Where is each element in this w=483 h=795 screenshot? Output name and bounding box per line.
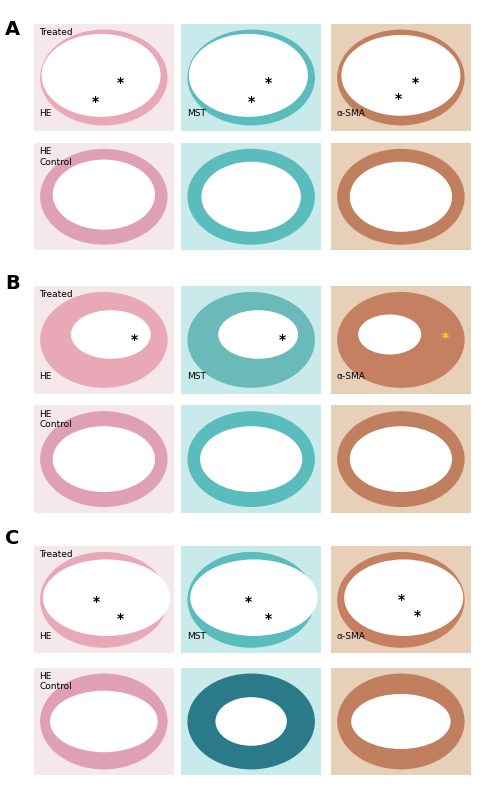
Ellipse shape (342, 36, 460, 115)
Ellipse shape (219, 311, 298, 358)
Text: *: * (93, 595, 100, 609)
Ellipse shape (260, 97, 281, 110)
Ellipse shape (338, 293, 464, 387)
Text: *: * (245, 595, 252, 609)
Ellipse shape (42, 34, 160, 116)
Text: MST: MST (187, 371, 206, 381)
Text: HE
Control: HE Control (40, 147, 72, 167)
Text: α-SMA: α-SMA (337, 371, 365, 381)
Ellipse shape (202, 162, 300, 231)
Ellipse shape (41, 30, 167, 125)
Text: Treated: Treated (40, 550, 73, 560)
Ellipse shape (191, 560, 317, 635)
Text: *: * (414, 609, 421, 623)
Text: Treated: Treated (40, 290, 73, 300)
Ellipse shape (43, 560, 170, 635)
Ellipse shape (241, 86, 262, 99)
Text: HE: HE (40, 371, 52, 381)
Ellipse shape (338, 149, 464, 244)
Ellipse shape (41, 674, 167, 769)
Ellipse shape (217, 93, 239, 106)
Ellipse shape (345, 560, 463, 635)
Text: MST: MST (187, 109, 206, 118)
Text: *: * (278, 333, 285, 347)
Ellipse shape (338, 30, 464, 125)
Text: HE: HE (40, 109, 52, 118)
Ellipse shape (351, 162, 451, 231)
Ellipse shape (71, 311, 150, 358)
Text: *: * (92, 95, 99, 109)
Text: *: * (398, 593, 404, 607)
Text: *: * (412, 76, 418, 90)
Text: HE
Control: HE Control (40, 409, 72, 429)
Text: MST: MST (187, 631, 206, 641)
Ellipse shape (188, 412, 314, 506)
Ellipse shape (188, 553, 314, 647)
Text: HE: HE (40, 631, 52, 641)
Text: *: * (248, 95, 255, 109)
Ellipse shape (41, 553, 167, 647)
Ellipse shape (359, 315, 421, 354)
Ellipse shape (188, 293, 314, 387)
Ellipse shape (352, 695, 450, 748)
Ellipse shape (41, 293, 167, 387)
Ellipse shape (216, 698, 286, 745)
Ellipse shape (338, 553, 464, 647)
Text: *: * (395, 92, 402, 106)
Ellipse shape (351, 427, 451, 491)
Text: Treated: Treated (40, 28, 73, 37)
Ellipse shape (188, 30, 314, 125)
Text: *: * (117, 612, 124, 626)
Ellipse shape (189, 34, 307, 116)
Ellipse shape (54, 161, 154, 229)
Ellipse shape (188, 149, 314, 244)
Ellipse shape (51, 692, 157, 751)
Text: α-SMA: α-SMA (337, 631, 365, 641)
Ellipse shape (250, 58, 271, 71)
Ellipse shape (338, 674, 464, 769)
Text: α-SMA: α-SMA (337, 109, 365, 118)
Ellipse shape (338, 412, 464, 506)
Text: *: * (264, 612, 271, 626)
Text: *: * (117, 76, 124, 90)
Ellipse shape (219, 57, 241, 70)
Text: *: * (264, 76, 271, 90)
Text: C: C (5, 529, 19, 548)
Ellipse shape (54, 427, 154, 491)
Text: A: A (5, 20, 20, 39)
Ellipse shape (41, 412, 167, 506)
Ellipse shape (188, 674, 314, 769)
Text: *: * (442, 331, 449, 345)
Text: HE
Control: HE Control (40, 672, 72, 692)
Text: B: B (5, 274, 20, 293)
Ellipse shape (41, 149, 167, 244)
Text: *: * (131, 333, 138, 347)
Ellipse shape (201, 427, 301, 491)
